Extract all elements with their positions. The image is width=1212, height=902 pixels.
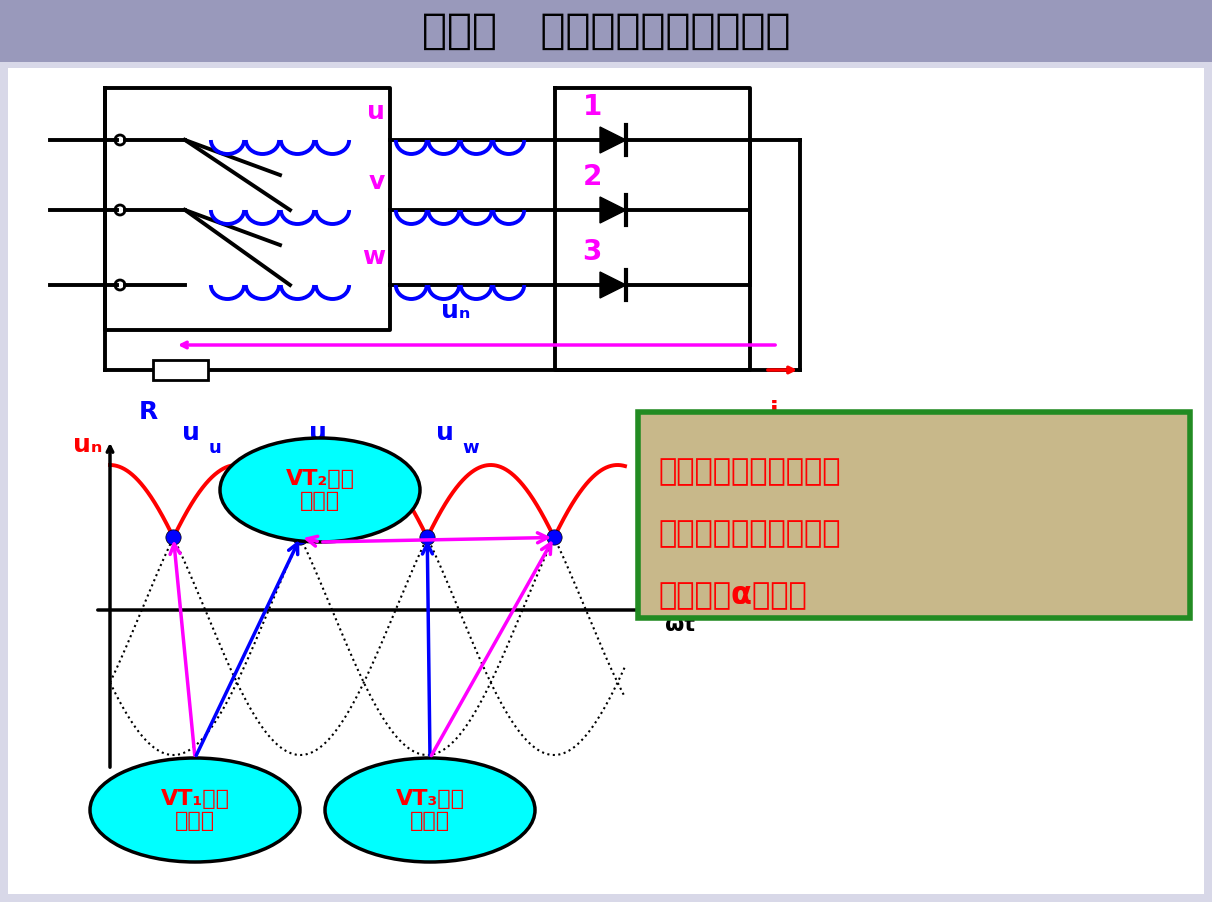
Text: 路控制角α的起点: 路控制角α的起点 [658, 581, 807, 610]
Text: 第一节   三相半波可控整流电路: 第一节 三相半波可控整流电路 [422, 10, 790, 52]
Text: v: v [335, 439, 347, 457]
Text: u: u [182, 421, 200, 445]
Text: 角起点: 角起点 [299, 492, 341, 511]
Text: u: u [309, 421, 327, 445]
Text: 不可控整流电路的自然: 不可控整流电路的自然 [658, 457, 840, 486]
Bar [153, 360, 208, 380]
Text: 角起点: 角起点 [175, 811, 215, 832]
Text: 3: 3 [582, 238, 601, 266]
Text: w: w [362, 245, 385, 269]
Text: VT₂控制: VT₂控制 [286, 469, 354, 489]
Polygon shape [600, 127, 627, 153]
Polygon shape [600, 197, 627, 223]
Text: iₙ: iₙ [770, 400, 790, 424]
Polygon shape [600, 272, 627, 298]
Text: uₙ: uₙ [73, 433, 102, 457]
Ellipse shape [90, 758, 301, 862]
Text: 1: 1 [583, 93, 601, 121]
Text: ωt: ωt [665, 615, 694, 635]
Text: 换相点就是可控整流电: 换相点就是可控整流电 [658, 519, 840, 548]
Text: v: v [368, 170, 385, 194]
Text: u: u [208, 439, 221, 457]
Text: u: u [436, 421, 454, 445]
Ellipse shape [325, 758, 534, 862]
Ellipse shape [221, 438, 421, 542]
Text: VT₁控制: VT₁控制 [160, 789, 229, 809]
Text: w: w [462, 439, 479, 457]
Text: uₙ: uₙ [441, 299, 470, 323]
Text: u: u [367, 100, 385, 124]
Bar [0, 0, 1212, 62]
Bar [638, 412, 1190, 618]
Text: R: R [138, 400, 158, 424]
Text: VT₃控制: VT₃控制 [395, 789, 464, 809]
Text: 2: 2 [582, 163, 601, 191]
Text: 角起点: 角起点 [410, 811, 450, 832]
